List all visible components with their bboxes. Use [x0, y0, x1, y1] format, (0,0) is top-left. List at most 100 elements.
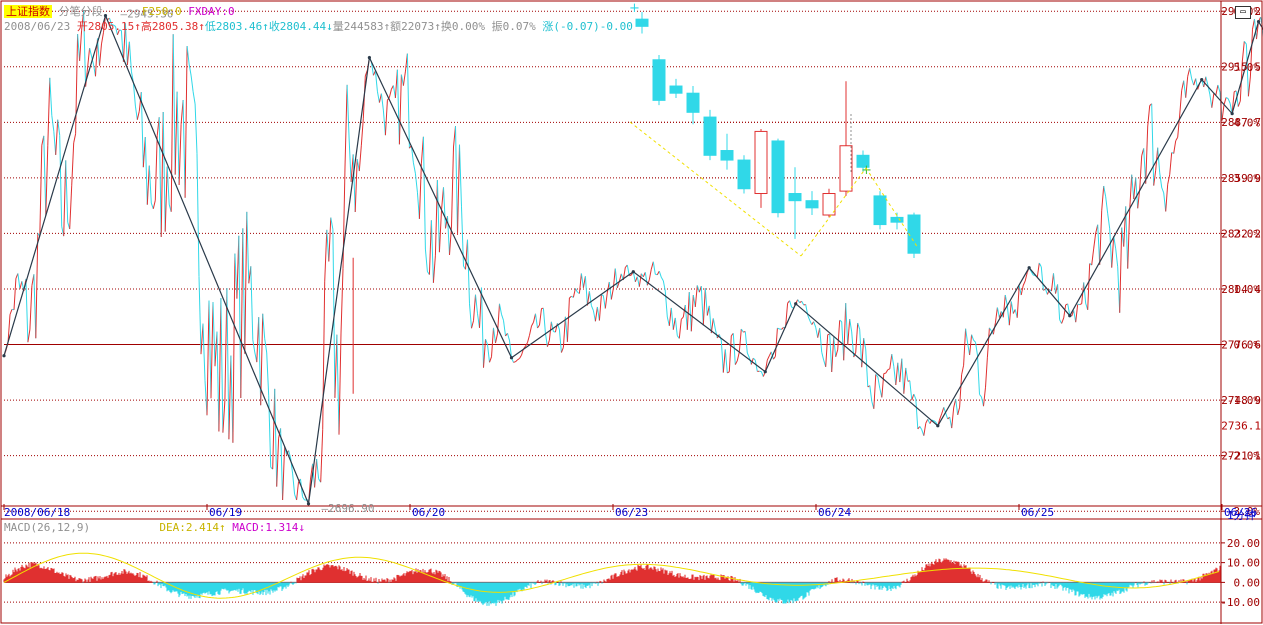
- price-segment: [998, 311, 1002, 318]
- price-segment: [1061, 317, 1065, 324]
- price-segment: [515, 359, 518, 363]
- price-segment: [1067, 303, 1071, 316]
- price-segment: [55, 119, 59, 155]
- price-segment: [580, 273, 584, 288]
- price-segment: [772, 356, 776, 360]
- zigzag-pivot: [2, 354, 6, 358]
- price-segment: [414, 173, 418, 193]
- price-segment: [959, 374, 963, 408]
- price-segment: [905, 367, 909, 382]
- price-segment: [1024, 272, 1028, 282]
- price-segment: [1231, 91, 1235, 114]
- price-segment: [178, 124, 182, 186]
- price-segment: [1187, 68, 1191, 77]
- zigzag-pivot: [367, 56, 371, 60]
- price-segment: [424, 249, 428, 272]
- window-restore-icon[interactable]: ▭: [1235, 6, 1251, 19]
- price-segment: [819, 327, 823, 353]
- price-segment: [77, 34, 81, 61]
- x-tick-label: 06/24: [818, 506, 851, 519]
- pct-tick-label: 0.0%: [1234, 339, 1261, 352]
- price-segment: [1203, 76, 1207, 88]
- macd-header: MACD(26,12,9) DEA:2.414↑ MACD:1.314↓: [4, 521, 305, 534]
- candle-body: [890, 216, 904, 223]
- price-segment: [378, 93, 382, 103]
- price-segment: [975, 342, 978, 356]
- price-segment: [282, 446, 286, 501]
- price-segment: [845, 303, 849, 345]
- price-segment: [116, 29, 120, 35]
- price-segment: [1169, 152, 1173, 175]
- price-segment: [1004, 294, 1008, 306]
- index-name[interactable]: 上证指数: [4, 5, 52, 18]
- price-segment: [268, 395, 272, 468]
- price-segment: [1093, 233, 1097, 249]
- price-segment: [708, 305, 712, 334]
- chart-mode[interactable]: 分笔分段: [58, 5, 103, 18]
- price-segment: [382, 110, 386, 136]
- price-segment: [136, 110, 140, 120]
- inset-cross-marker: +: [629, 1, 640, 16]
- price-segment: [839, 319, 843, 323]
- price-segment: [738, 328, 742, 353]
- price-segment: [140, 92, 144, 168]
- price-segment: [1145, 126, 1149, 184]
- price-tick-label: 2721.1: [1221, 450, 1261, 463]
- price-segment: [499, 303, 502, 315]
- price-segment: [584, 276, 588, 306]
- price-segment: [1237, 100, 1241, 107]
- price-segment: [1087, 263, 1091, 310]
- price-segment: [857, 322, 861, 330]
- price-segment: [1167, 174, 1171, 185]
- header-row-2: 2008/06/23 开2805.15↑高2805.38↑低2803.46↑收2…: [4, 18, 633, 34]
- price-segment: [664, 291, 668, 318]
- price-segment: [696, 285, 700, 293]
- price-segment: [911, 393, 915, 401]
- price-segment: [115, 26, 118, 35]
- price-segment: [1101, 185, 1105, 211]
- price-segment: [833, 337, 837, 357]
- price-segment: [983, 387, 986, 407]
- price-segment: [596, 306, 600, 321]
- price-segment: [1036, 262, 1040, 278]
- price-segment: [166, 166, 170, 205]
- price-segment: [973, 339, 976, 343]
- price-segment: [324, 229, 328, 282]
- price-segment: [1111, 236, 1115, 268]
- price-segment: [744, 331, 748, 354]
- price-segment: [513, 361, 516, 363]
- price-segment: [766, 355, 770, 361]
- price-segment: [360, 118, 364, 146]
- macd-tick-label: 0.00: [1234, 576, 1261, 589]
- price-tick-label: 2915.5: [1221, 61, 1261, 74]
- price-segment: [430, 220, 434, 283]
- price-segment: [1010, 301, 1014, 314]
- price-segment: [1020, 285, 1024, 296]
- price-segment: [388, 89, 392, 98]
- price-segment: [801, 301, 805, 306]
- price-segment: [1189, 68, 1193, 79]
- price-segment: [1115, 248, 1119, 267]
- price-segment: [51, 115, 55, 132]
- candle-body: [720, 150, 734, 161]
- dea-value: DEA:2.414↑: [159, 521, 226, 534]
- x-tick-label: 06/25: [1021, 506, 1054, 519]
- price-segment: [610, 288, 614, 300]
- price-segment: [1097, 224, 1101, 265]
- price-segment: [483, 339, 486, 368]
- price-segment: [1091, 248, 1095, 266]
- price-segment: [640, 273, 644, 278]
- price-segment: [781, 327, 784, 330]
- price-segment: [678, 319, 682, 339]
- price-segment: [1018, 285, 1022, 296]
- price-segment: [777, 327, 780, 330]
- price-segment: [336, 334, 340, 435]
- price-segment: [400, 74, 404, 86]
- price-segment: [629, 274, 632, 277]
- zigzag-pivot: [306, 502, 311, 506]
- candle-body: [703, 116, 717, 156]
- price-segment: [1113, 236, 1117, 249]
- interval-button[interactable]: 1分钟: [1227, 509, 1256, 522]
- price-segment: [27, 329, 31, 343]
